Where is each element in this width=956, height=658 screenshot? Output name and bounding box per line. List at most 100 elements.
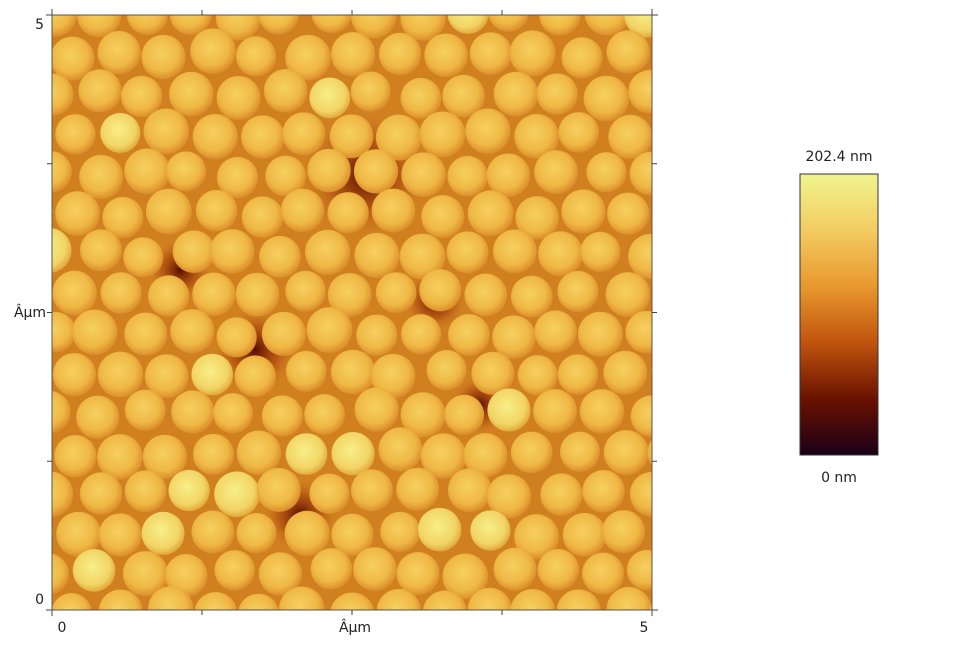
sphere bbox=[582, 470, 624, 512]
sphere bbox=[351, 72, 391, 112]
sphere bbox=[124, 312, 167, 355]
x-axis-label: Âµm bbox=[339, 618, 371, 636]
sphere bbox=[78, 69, 121, 112]
sphere bbox=[627, 550, 667, 590]
sphere bbox=[653, 276, 694, 317]
sphere bbox=[72, 309, 117, 354]
sphere bbox=[580, 389, 625, 434]
sphere bbox=[653, 191, 693, 231]
sphere bbox=[213, 393, 253, 433]
sphere bbox=[420, 111, 466, 157]
sphere bbox=[0, 231, 27, 275]
sphere bbox=[511, 276, 553, 318]
sphere bbox=[148, 275, 190, 317]
sphere bbox=[169, 72, 214, 117]
sphere bbox=[28, 391, 71, 434]
sphere bbox=[73, 549, 116, 592]
sphere bbox=[26, 228, 71, 273]
chart: Âµm Âµm 0505202.4 nm0 nm bbox=[0, 0, 956, 654]
x-tick-label: 5 bbox=[640, 620, 649, 636]
sphere bbox=[468, 190, 514, 236]
sphere bbox=[0, 151, 30, 194]
sphere bbox=[217, 317, 257, 357]
sphere bbox=[376, 272, 417, 313]
sphere bbox=[307, 307, 353, 353]
sphere bbox=[510, 30, 556, 76]
sphere bbox=[264, 69, 308, 113]
sphere bbox=[286, 351, 327, 392]
sphere bbox=[379, 33, 421, 75]
sphere bbox=[351, 469, 393, 511]
sphere bbox=[281, 189, 324, 232]
sphere bbox=[144, 108, 190, 154]
sphere bbox=[423, 591, 467, 635]
sphere bbox=[447, 156, 488, 197]
sphere bbox=[98, 352, 144, 398]
sphere bbox=[30, 151, 71, 192]
sphere bbox=[236, 273, 280, 317]
sphere bbox=[448, 468, 492, 512]
x-tick-label: 0 bbox=[58, 620, 67, 636]
sphere bbox=[372, 189, 416, 233]
sphere bbox=[493, 229, 537, 273]
sphere bbox=[418, 508, 461, 551]
sphere bbox=[193, 434, 234, 475]
sphere bbox=[625, 311, 668, 354]
sphere bbox=[444, 395, 484, 435]
sphere bbox=[557, 589, 601, 633]
sphere bbox=[0, 470, 23, 510]
sphere bbox=[53, 353, 96, 396]
sphere bbox=[123, 237, 163, 277]
colorbar bbox=[800, 174, 878, 455]
sphere bbox=[538, 549, 579, 590]
sphere bbox=[563, 513, 607, 557]
sphere bbox=[494, 72, 539, 117]
sphere bbox=[170, 309, 214, 353]
sphere bbox=[171, 390, 214, 433]
sphere bbox=[238, 594, 280, 636]
sphere bbox=[99, 513, 142, 556]
sphere bbox=[584, 76, 630, 122]
sphere bbox=[124, 149, 170, 195]
sphere bbox=[578, 312, 623, 357]
sphere bbox=[210, 229, 255, 274]
sphere bbox=[55, 114, 95, 154]
sphere bbox=[282, 112, 325, 155]
sphere bbox=[125, 470, 167, 512]
sphere bbox=[4, 109, 48, 153]
sphere bbox=[356, 314, 397, 355]
sphere bbox=[447, 231, 489, 273]
sphere bbox=[148, 586, 193, 631]
sphere bbox=[652, 512, 695, 555]
sphere bbox=[604, 430, 649, 475]
sphere bbox=[655, 38, 696, 79]
sphere bbox=[470, 32, 513, 75]
sphere bbox=[236, 513, 276, 553]
sphere bbox=[582, 553, 624, 595]
sphere bbox=[353, 547, 397, 591]
sphere bbox=[80, 472, 123, 515]
sphere bbox=[518, 355, 558, 395]
sphere bbox=[510, 589, 555, 634]
sphere bbox=[354, 149, 398, 193]
sphere bbox=[470, 510, 510, 550]
sphere bbox=[305, 230, 350, 275]
sphere bbox=[492, 315, 536, 359]
sphere bbox=[534, 150, 578, 194]
y-axis-label: Âµm bbox=[14, 303, 46, 321]
sphere bbox=[0, 392, 30, 437]
sphere bbox=[464, 274, 507, 317]
sphere bbox=[97, 31, 140, 74]
sphere bbox=[28, 553, 69, 594]
sphere bbox=[0, 70, 27, 113]
sphere bbox=[354, 233, 399, 278]
sphere bbox=[191, 354, 233, 396]
sphere bbox=[99, 589, 143, 633]
y-tick-label: 5 bbox=[35, 17, 44, 33]
sphere bbox=[448, 314, 490, 356]
sphere bbox=[27, 471, 73, 517]
sphere bbox=[561, 189, 605, 233]
sphere bbox=[7, 36, 52, 81]
sphere bbox=[401, 314, 441, 354]
sphere bbox=[285, 511, 330, 556]
